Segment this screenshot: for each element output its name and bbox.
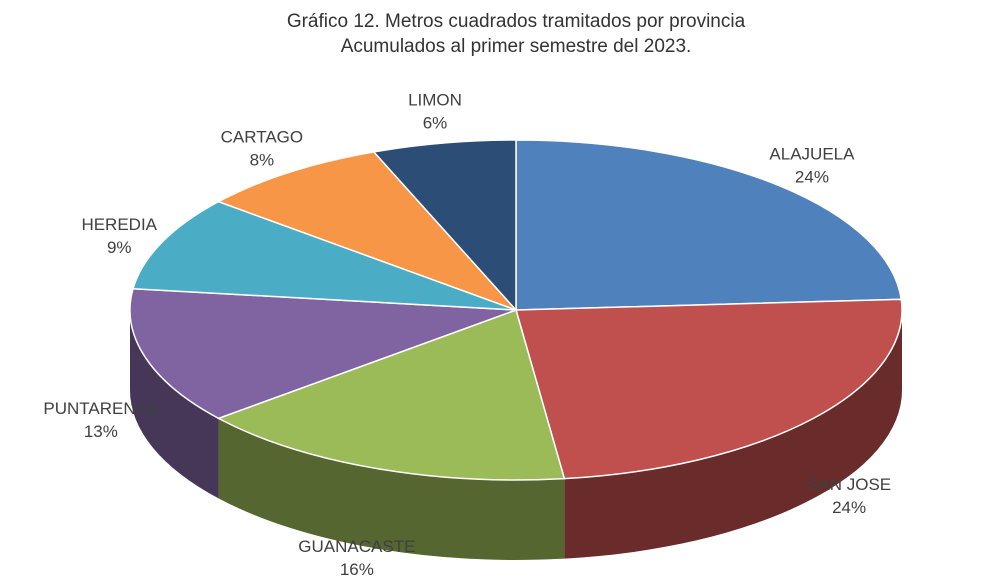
slice-value-label: 16%: [340, 560, 374, 579]
slice-label: PUNTARENAS: [43, 399, 158, 418]
slice-value-label: 6%: [423, 114, 448, 133]
slice: [216, 151, 517, 311]
slice-value-label: 13%: [84, 422, 118, 441]
slice: [132, 200, 517, 311]
slice-value-label: 9%: [107, 238, 132, 257]
slice: [129, 287, 517, 420]
slice-label: CARTAGO: [221, 128, 304, 147]
slice-side: [218, 418, 565, 561]
slice: [372, 139, 517, 312]
slice: [216, 309, 566, 481]
slice-side-shade: [218, 418, 565, 561]
slice-label: SAN JOSE: [807, 475, 891, 494]
chart-title: Gráfico 12. Metros cuadrados tramitados …: [287, 11, 746, 32]
slice-label: LIMON: [408, 91, 462, 110]
slice-value-label: 24%: [795, 168, 829, 187]
chart-subtitle: Acumulados al primer semestre del 2023.: [341, 36, 692, 57]
slice-side: [564, 310, 902, 559]
slice-label: GUANACASTE: [298, 537, 415, 556]
slice-side-shade: [564, 310, 902, 559]
slice-value-label: 24%: [832, 498, 866, 517]
slice-label: HEREDIA: [81, 215, 157, 234]
slice: [515, 139, 903, 311]
slice-side-shade: [130, 310, 219, 499]
slice: [515, 298, 903, 480]
slice-value-label: 8%: [250, 151, 275, 170]
slice-label: ALAJUELA: [769, 145, 855, 164]
slice-side: [130, 310, 219, 499]
